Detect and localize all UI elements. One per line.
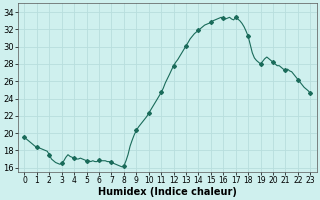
X-axis label: Humidex (Indice chaleur): Humidex (Indice chaleur) xyxy=(98,187,237,197)
